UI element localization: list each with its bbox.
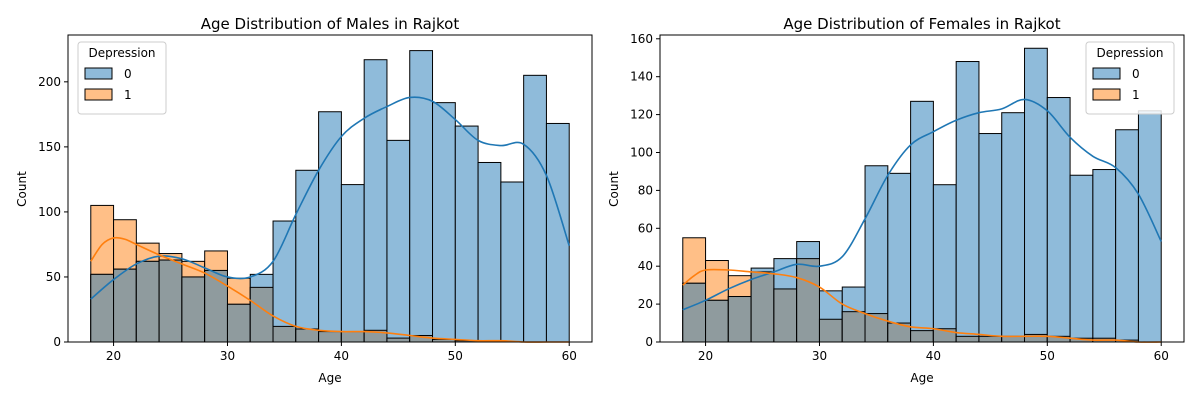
y-tick-label: 120: [630, 108, 653, 122]
legend-label-0: 0: [124, 67, 132, 81]
bar-depression-0: [501, 182, 524, 342]
bar-depression-0: [296, 170, 319, 342]
legend-label-0: 0: [1132, 67, 1140, 81]
x-tick-label: 60: [1154, 349, 1169, 363]
y-tick-label: 80: [638, 183, 653, 197]
bar-depression-0: [524, 75, 547, 342]
bar-overlap: [819, 319, 842, 342]
bar-overlap: [159, 260, 182, 342]
bar-overlap: [387, 338, 410, 342]
bar-overlap: [341, 332, 364, 342]
bar-overlap: [205, 270, 228, 342]
legend-title: Depression: [1096, 46, 1163, 60]
bar-overlap: [319, 332, 342, 342]
x-tick-label: 30: [812, 349, 827, 363]
legend-title: Depression: [88, 46, 155, 60]
y-tick-label: 40: [638, 259, 653, 273]
y-tick-label: 100: [38, 205, 61, 219]
bar-overlap: [227, 304, 250, 342]
x-tick-label: 40: [334, 349, 349, 363]
bar-overlap: [273, 326, 296, 342]
bar-overlap: [706, 300, 729, 342]
y-tick-label: 60: [638, 221, 653, 235]
bar-depression-0: [1070, 175, 1093, 342]
legend: Depression 0 1: [78, 42, 166, 114]
bar-depression-0: [433, 103, 456, 342]
bar-overlap: [911, 331, 934, 342]
bar-overlap: [979, 336, 1002, 342]
bar-depression-0: [364, 60, 387, 342]
y-tick-label: 0: [53, 335, 61, 349]
bar-depression-0: [1138, 111, 1161, 342]
y-tick-label: 50: [46, 270, 61, 284]
x-tick-label: 40: [926, 349, 941, 363]
bar-depression-0: [455, 126, 478, 342]
legend-swatch-1: [85, 89, 112, 100]
bar-depression-0: [1002, 113, 1025, 342]
x-axis-label: Age: [318, 371, 341, 385]
x-tick-label: 20: [106, 349, 121, 363]
bar-overlap: [774, 289, 797, 342]
bar-depression-0: [410, 51, 433, 342]
y-tick-label: 100: [630, 145, 653, 159]
bar-depression-0: [1116, 130, 1139, 342]
y-tick-label: 150: [38, 140, 61, 154]
bar-depression-0: [979, 134, 1002, 342]
y-tick-label: 140: [630, 70, 653, 84]
y-tick-label: 0: [645, 335, 653, 349]
bar-overlap: [683, 283, 706, 342]
legend-label-1: 1: [124, 88, 132, 102]
x-tick-label: 60: [562, 349, 577, 363]
x-axis-label: Age: [910, 371, 933, 385]
chart-title: Age Distribution of Males in Rajkot: [201, 15, 460, 33]
bar-overlap: [296, 329, 319, 342]
legend-swatch-1: [1093, 89, 1120, 100]
bar-depression-0: [933, 185, 956, 342]
x-tick-label: 20: [698, 349, 713, 363]
legend: Depression 0 1: [1086, 42, 1174, 114]
x-tick-label: 50: [448, 349, 463, 363]
bar-overlap: [956, 336, 979, 342]
bar-overlap: [136, 261, 159, 342]
bar-overlap: [182, 277, 205, 342]
bar-overlap: [842, 312, 865, 342]
chart-title: Age Distribution of Females in Rajkot: [783, 15, 1060, 33]
bar-depression-0: [341, 185, 364, 342]
bar-overlap: [751, 272, 774, 342]
bar-depression-0: [888, 173, 911, 342]
y-axis-label: Count: [607, 171, 621, 207]
bar-overlap: [91, 274, 114, 342]
legend-swatch-0: [1093, 68, 1120, 79]
y-tick-label: 200: [38, 75, 61, 89]
bar-overlap: [114, 269, 137, 342]
bar-depression-0: [478, 162, 501, 342]
bar-depression-0: [956, 62, 979, 342]
legend-label-1: 1: [1132, 88, 1140, 102]
y-tick-label: 20: [638, 297, 653, 311]
bar-depression-0: [387, 140, 410, 342]
bar-depression-0: [1093, 170, 1116, 342]
bar-overlap: [728, 297, 751, 342]
legend-swatch-0: [85, 68, 112, 79]
bar-depression-0: [1025, 48, 1048, 342]
y-tick-label: 160: [630, 32, 653, 46]
y-axis-label: Count: [15, 171, 29, 207]
bar-overlap: [797, 259, 820, 342]
x-tick-label: 50: [1040, 349, 1055, 363]
bar-depression-0: [319, 112, 342, 342]
x-tick-label: 30: [220, 349, 235, 363]
